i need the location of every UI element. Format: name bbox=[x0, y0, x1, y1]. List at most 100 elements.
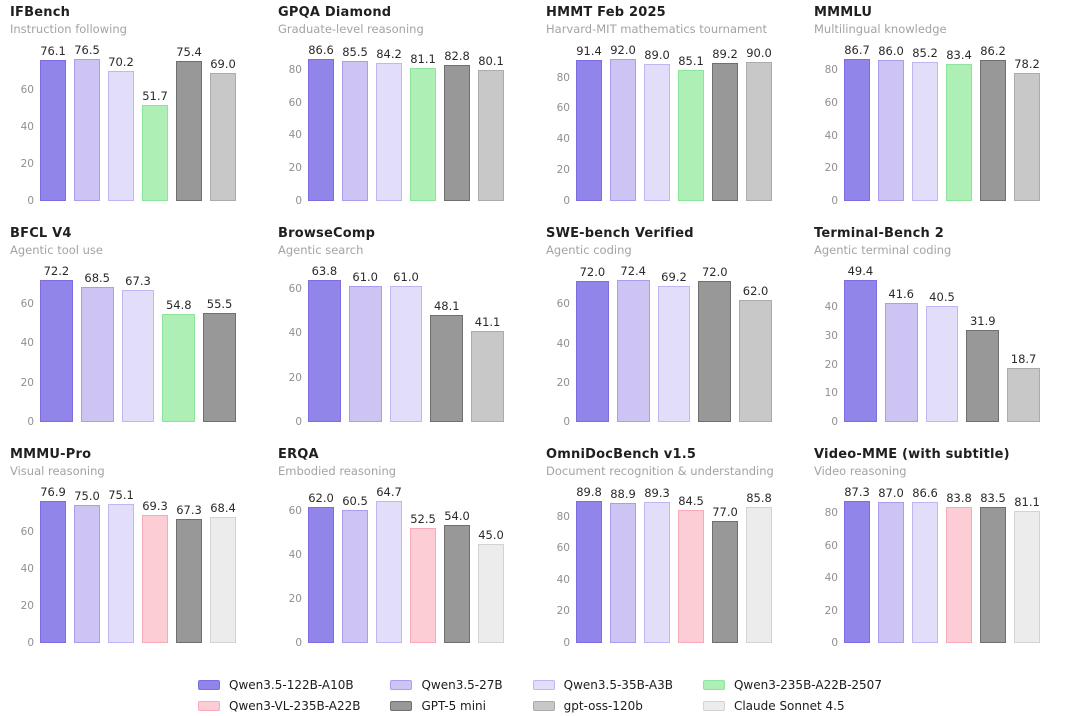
bar-slot-q122: 63.8 bbox=[308, 265, 341, 422]
bar-slot-q27: 88.9 bbox=[610, 488, 636, 643]
bar-q122 bbox=[40, 59, 66, 201]
chart-gpqa-diamond: GPQA Diamond Graduate-level reasoning 0 20 4… bbox=[276, 5, 544, 226]
plot-area: 0 20 40 60 80 86.7 86.0 85.2 83.4 86.2 78.2 bbox=[825, 44, 1040, 206]
bar-value-label: 86.2 bbox=[980, 43, 1006, 58]
y-tick: 40 bbox=[20, 120, 34, 133]
bar-slot-q235: 51.7 bbox=[142, 52, 168, 201]
bar-gpt5mini bbox=[712, 63, 738, 201]
bar-slot-gptoss: 80.1 bbox=[478, 52, 504, 201]
bar-q122 bbox=[40, 280, 73, 422]
legend-item-q122: Qwen3.5-122B-A10B bbox=[198, 678, 360, 692]
chart-subtitle: Agentic search bbox=[278, 243, 364, 257]
bar-slot-q35a3: 86.6 bbox=[912, 487, 938, 643]
chart-subtitle: Harvard-MIT mathematics tournament bbox=[546, 22, 768, 36]
bar-value-label: 51.7 bbox=[142, 89, 168, 104]
bar-value-label: 78.2 bbox=[1014, 56, 1040, 71]
bar-slot-q122: 89.8 bbox=[576, 486, 602, 643]
y-tick: 20 bbox=[824, 358, 838, 371]
bar-gptoss bbox=[739, 300, 772, 422]
plot-area: 0 20 40 60 72.0 72.4 69.2 72.0 62.0 bbox=[557, 265, 772, 427]
bar-value-label: 64.7 bbox=[376, 485, 402, 500]
y-tick: 40 bbox=[556, 573, 570, 586]
bar-slot-q122: 86.6 bbox=[308, 44, 334, 201]
bar-slot-qvl: 84.5 bbox=[678, 494, 704, 643]
legend-swatch-icon bbox=[390, 680, 413, 690]
bar-value-label: 75.0 bbox=[74, 488, 100, 503]
chart-subtitle: Instruction following bbox=[10, 22, 127, 36]
bar-value-label: 84.2 bbox=[376, 46, 402, 61]
bar-q122 bbox=[576, 501, 602, 643]
bar-value-label: 54.8 bbox=[165, 298, 192, 313]
bar-value-label: 69.2 bbox=[661, 270, 687, 285]
bar-value-label: 70.2 bbox=[108, 54, 134, 69]
bar-qvl bbox=[678, 509, 704, 643]
bar-value-label: 86.6 bbox=[308, 43, 334, 58]
y-tick: 20 bbox=[288, 162, 302, 175]
bar-value-label: 68.4 bbox=[210, 500, 236, 515]
legend-swatch-icon bbox=[390, 701, 413, 711]
bars: 62.0 60.5 64.7 52.5 54.0 45.0 bbox=[308, 486, 504, 643]
legend-item-qvl: Qwen3-VL-235B-A22B bbox=[198, 699, 360, 713]
chart-title: SWE-bench Verified bbox=[546, 226, 694, 241]
bar-slot-q35a3: 84.2 bbox=[376, 48, 402, 201]
legend-swatch-icon bbox=[702, 680, 725, 690]
y-tick: 40 bbox=[556, 337, 570, 350]
bar-slot-q235: 85.1 bbox=[678, 52, 704, 201]
bar-slot-gpt5mini: 67.3 bbox=[176, 494, 202, 643]
bar-q27 bbox=[74, 504, 100, 643]
bar-slot-gptoss: 18.7 bbox=[1007, 273, 1040, 422]
bar-value-label: 75.1 bbox=[108, 488, 134, 503]
bar-gpt5mini bbox=[980, 507, 1006, 643]
y-tick: 60 bbox=[288, 282, 302, 295]
y-tick: 60 bbox=[20, 83, 34, 96]
bars: 76.1 76.5 70.2 51.7 75.4 69.0 bbox=[40, 44, 236, 201]
bar-q122 bbox=[40, 501, 66, 643]
bar-claude bbox=[210, 516, 236, 643]
y-tick: 0 bbox=[295, 637, 302, 649]
bar-value-label: 90.0 bbox=[746, 46, 772, 61]
bar-value-label: 85.2 bbox=[912, 45, 938, 60]
bar-slot-q35a3: 75.1 bbox=[108, 489, 134, 643]
bars: 49.4 41.6 40.5 31.9 18.7 bbox=[844, 265, 1040, 422]
bar-slot-gpt5mini: 54.0 bbox=[444, 494, 470, 643]
bar-value-label: 89.3 bbox=[644, 485, 670, 500]
bar-slot-q35a3: 40.5 bbox=[925, 273, 959, 422]
bar-q27 bbox=[878, 501, 904, 643]
legend-item-q235: Qwen3-235B-A22B-2507 bbox=[702, 678, 882, 692]
bar-q35a3 bbox=[912, 502, 938, 643]
bar-slot-q27: 60.5 bbox=[342, 494, 368, 643]
bar-value-label: 81.1 bbox=[410, 52, 436, 67]
bar-gpt5mini bbox=[444, 524, 470, 643]
y-tick: 0 bbox=[295, 195, 302, 207]
y-tick: 40 bbox=[20, 337, 34, 350]
y-tick: 20 bbox=[20, 157, 34, 170]
bar-slot-gptoss: 69.0 bbox=[210, 52, 236, 201]
bar-value-label: 60.5 bbox=[342, 494, 368, 509]
bar-q122 bbox=[844, 59, 870, 201]
y-tick: 80 bbox=[824, 507, 838, 520]
bar-slot-qvl: 52.5 bbox=[410, 494, 436, 643]
bar-slot-gptoss: 62.0 bbox=[739, 273, 772, 422]
bar-gpt5mini bbox=[444, 65, 470, 201]
y-tick: 40 bbox=[824, 129, 838, 142]
bar-slot-qvl: 69.3 bbox=[142, 494, 168, 643]
y-tick: 60 bbox=[824, 539, 838, 552]
y-tick: 20 bbox=[556, 605, 570, 618]
bar-gpt5mini bbox=[698, 280, 732, 422]
bar-q122 bbox=[576, 280, 609, 422]
bar-slot-q122: 72.0 bbox=[576, 266, 609, 422]
y-tick: 80 bbox=[824, 64, 838, 77]
legend-label: Claude Sonnet 4.5 bbox=[733, 699, 845, 713]
bar-q235 bbox=[946, 64, 972, 201]
bar-slot-claude: 45.0 bbox=[478, 494, 504, 643]
legend-swatch-icon bbox=[532, 701, 555, 711]
bar-q27 bbox=[610, 59, 636, 201]
chart-subtitle: Video reasoning bbox=[814, 464, 907, 478]
bar-value-label: 67.3 bbox=[125, 273, 151, 288]
y-tick: 60 bbox=[288, 505, 302, 518]
plot-area: 0 20 40 60 80 86.6 85.5 84.2 81.1 82.8 80.1 bbox=[289, 44, 504, 206]
y-tick: 60 bbox=[556, 298, 570, 311]
bar-slot-gptoss: 78.2 bbox=[1014, 52, 1040, 201]
chart-title: BrowseComp bbox=[278, 226, 376, 241]
legend-swatch-icon bbox=[702, 701, 725, 711]
